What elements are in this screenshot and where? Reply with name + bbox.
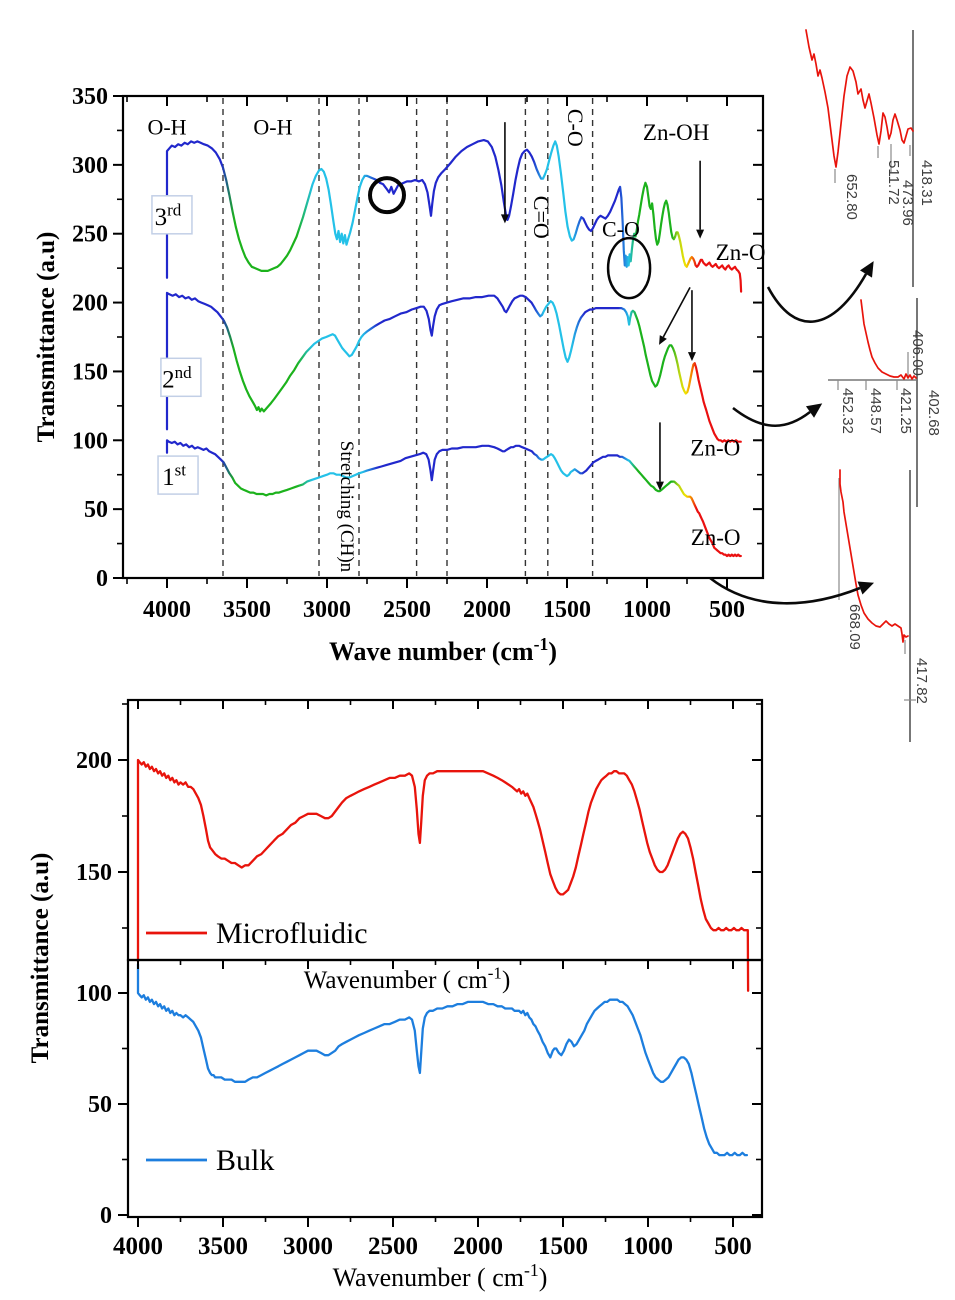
annotation-co: C-O [563,109,588,147]
annotation-co: C=O [529,196,554,239]
top-xlabel: Wave number (cm-1) [329,634,557,666]
y-tick-label: 50 [84,497,108,523]
to-inset-1st-arrow [709,576,861,605]
pointer-arrow [662,287,691,338]
annotation-zno: Zn-O [716,240,766,265]
inset-spectrum [860,299,917,380]
bottom-ylabel: Transmittance (a.u) [27,853,54,1064]
y-tick-label: 0 [96,566,108,592]
y-tick-label: 150 [72,359,108,385]
mid-xlabel: Wavenumber ( cm-1) [304,964,511,995]
y-tick-label: 200 [76,748,112,774]
x-tick-label: 1000 [623,597,671,623]
annotation-znoh: Zn-OH [643,120,709,145]
spectrum-bulk [136,962,749,1157]
spectrum-1st [165,439,742,558]
arrowhead [857,581,875,595]
x-tick-label: 3000 [303,597,351,623]
y-tick-label: 300 [72,153,108,179]
arrowhead [805,403,823,418]
inset-spectrum [805,29,914,168]
annotation-co: C-O [602,217,640,242]
x-tick-label: 2000 [453,1233,503,1260]
spectrum-2nd [165,291,742,443]
x-tick-label: 500 [714,1233,752,1260]
peak-label-452-32: 452.32 [839,388,856,434]
arrowhead [500,214,509,224]
x-tick-label: 1000 [623,1233,673,1260]
to-inset-2nd-arrow [732,406,811,428]
peak-label-402-68: 402.68 [925,390,942,436]
arrowhead [655,481,664,491]
peak-label-668-09: 668.09 [846,604,863,650]
y-tick-label: 100 [72,428,108,454]
y-tick-label: 250 [72,222,108,248]
x-tick-label: 2500 [368,1233,418,1260]
top-chart: 4000 3500 3000 2500 2000 1500 1000 500 0 50 100 150… [33,84,766,666]
x-tick-label: 500 [709,597,745,623]
bottom-xlabel: Wavenumber ( cm-1) [333,1260,548,1292]
peak-label-406-00: 406.00 [909,330,926,376]
x-tick-label: 1500 [543,597,591,623]
highlight-circle [368,176,406,215]
spectrum-microfluidic [136,758,750,992]
arrowhead [659,335,667,345]
curve-label-box [157,455,199,495]
y-tick-label: 200 [72,291,108,317]
y-tick-label: 50 [88,1092,112,1118]
to-inset-3rd-arrow [766,273,868,323]
annotation-oh: O-H [147,115,186,140]
inset-spectrum [839,469,909,643]
y-tick-label: 350 [72,84,108,110]
annotation-oh: O-H [253,115,292,140]
curve-label-3rd: 3rd [155,200,182,231]
x-tick-label: 1500 [538,1233,588,1260]
legend-label-microfluidic: Microfluidic [216,917,368,950]
inset-2nd-zoom: 452.32 448.57 421.25 406.00 402.68 [828,298,942,507]
arrowhead [859,261,874,278]
bottom-chart: 4000 3500 3000 2500 2000 1500 1000 500150200050… [27,698,764,1292]
peak-label-511-72: 511.72 [885,160,902,205]
panel-frame-bulk [126,958,764,1219]
curve-label-box [151,195,193,235]
arrowhead [687,352,696,362]
y-tick-label: 100 [76,981,112,1007]
x-tick-label: 3500 [223,597,271,623]
peak-label-652-80: 652.80 [843,174,860,220]
curve-label-box [160,357,202,398]
peak-label-448-57: 448.57 [867,388,884,434]
curve-label-2nd: 2nd [162,363,192,394]
peak-label-421-25: 421.25 [897,388,914,434]
annotation-zno: Zn-O [690,436,740,461]
x-tick-label: 2500 [383,597,431,623]
y-tick-label: 0 [100,1203,112,1229]
legend-label-bulk: Bulk [216,1144,274,1177]
inset-1st-zoom: 668.09 417.82 [838,469,930,742]
highlight-circle [606,236,652,300]
x-tick-label: 2000 [463,597,511,623]
peak-label-418-31: 418.31 [918,160,935,206]
x-tick-label: 4000 [113,1233,163,1260]
top-ylabel: Transmittance (a.u) [33,232,60,443]
peak-label-417-82: 417.82 [913,658,930,704]
annotation-zno: Zn-O [691,525,741,550]
peak-label-473-96: 473.96 [899,180,916,226]
x-tick-label: 3000 [283,1233,333,1260]
curve-label-1st: 1st [162,461,186,492]
x-tick-label: 4000 [143,597,191,623]
spectrum-3rd [165,139,743,293]
annotation-stretchingchn: Stretching (CH)n [336,441,357,573]
x-tick-label: 3500 [198,1233,248,1260]
y-tick-label: 150 [76,860,112,886]
arrowhead [696,229,705,239]
